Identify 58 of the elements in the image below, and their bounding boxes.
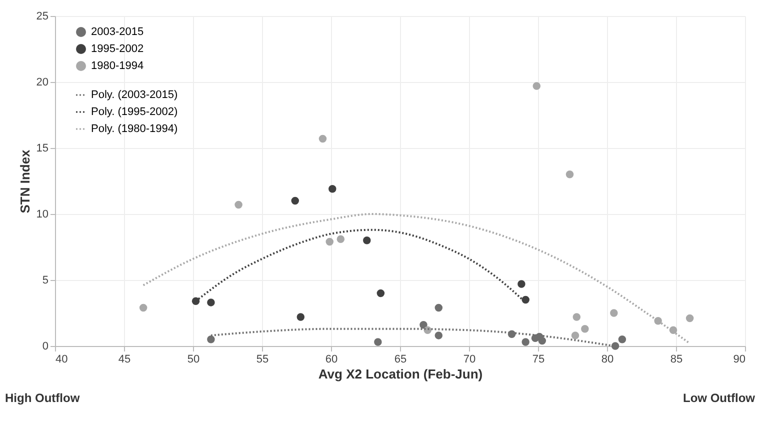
x-tick-label: 40 (56, 354, 68, 366)
point (686, 314, 694, 322)
point (291, 196, 299, 205)
text: High Outflow (5, 391, 80, 405)
point (207, 336, 215, 344)
y-tick-label: 20 (36, 76, 48, 88)
x-axis-title: Avg X2 Location (Feb-Jun) (318, 366, 483, 382)
point (522, 338, 530, 346)
y-tick-label: 10 (36, 208, 48, 220)
point (374, 338, 382, 346)
x-tick-label: 65 (394, 354, 407, 366)
point (318, 134, 327, 143)
point (336, 235, 345, 243)
y-tick-label: 0 (42, 340, 48, 352)
point (363, 236, 371, 244)
x-tick-label: 55 (256, 354, 269, 366)
y-tick-label: 5 (42, 274, 48, 286)
x-tick-label: 50 (187, 354, 200, 366)
point (581, 324, 589, 333)
y-tick-label: 15 (36, 142, 48, 154)
point (566, 170, 574, 178)
text: Low Outflow (683, 391, 756, 405)
point (326, 238, 334, 246)
point (518, 280, 526, 288)
point (234, 200, 242, 209)
point (434, 332, 443, 340)
point (532, 82, 540, 90)
legend-label: 2003-2015 (91, 26, 144, 38)
y-tick-label: 25 (36, 10, 48, 22)
point (376, 289, 385, 298)
x-tick-label: 45 (118, 354, 131, 366)
point (538, 336, 546, 345)
point (139, 304, 148, 312)
legend-label: 1995-2002 (91, 43, 144, 55)
x-tick-label: 75 (532, 354, 545, 366)
point (328, 185, 336, 193)
line-series (142, 213, 691, 344)
point (611, 342, 620, 350)
point (296, 313, 305, 321)
legend-label: Poly. (1995-2002) (91, 106, 178, 118)
legend-label: 1980-1994 (91, 60, 144, 72)
x-tick-label: 85 (670, 354, 683, 366)
point (571, 332, 580, 340)
point (420, 321, 428, 329)
point (522, 296, 530, 304)
point (610, 309, 618, 317)
point (192, 297, 200, 305)
legend-label: Poly. (2003-2015) (91, 89, 178, 101)
point (572, 313, 581, 321)
x-tick-label: 60 (325, 354, 338, 366)
x-tick-label: 70 (463, 354, 476, 366)
y-axis-title: STN Index (17, 148, 32, 214)
x-tick-label: 90 (733, 354, 746, 366)
point (618, 336, 626, 344)
point (207, 298, 215, 306)
legend-label: Poly. (1980-1994) (91, 123, 178, 135)
point (434, 304, 443, 312)
x-tick-label: 80 (601, 354, 614, 366)
